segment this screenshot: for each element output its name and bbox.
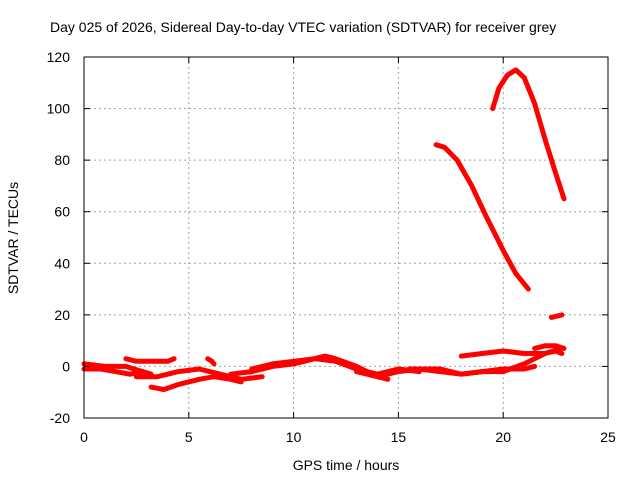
x-tick-label: 15 — [391, 429, 407, 445]
axis-ticks: 0 5 10 15 20 25 -20 0 20 40 60 80 100 120 — [47, 49, 616, 445]
y-tick-label: 80 — [54, 152, 70, 168]
x-tick-label: 10 — [286, 429, 302, 445]
series-satellite-track-1 — [81, 361, 154, 377]
series-satellite-track-12 — [532, 343, 567, 351]
y-axis-label: SDTVAR / TECUs — [5, 182, 21, 294]
chart-title: Day 025 of 2026, Sidereal Day-to-day VTE… — [50, 19, 556, 35]
y-tick-label: 60 — [54, 204, 70, 220]
series-satellite-track-2 — [81, 366, 146, 377]
y-tick-label: 0 — [62, 358, 70, 374]
x-axis-label: GPS time / hours — [293, 457, 400, 473]
y-tick-label: 100 — [47, 101, 71, 117]
series-satellite-track-15 — [548, 312, 565, 320]
y-tick-label: 120 — [47, 49, 71, 65]
series-satellite-track-10 — [406, 363, 538, 377]
x-tick-label: 0 — [80, 429, 88, 445]
series-satellite-track-13 — [433, 142, 531, 292]
series-satellite-track-14 — [490, 67, 567, 202]
y-tick-label: 40 — [54, 255, 70, 271]
series-satellite-track-11 — [458, 348, 565, 359]
y-tick-label: -20 — [50, 410, 70, 426]
series-satellite-track-4 — [148, 374, 244, 393]
plot-frame — [83, 56, 609, 419]
y-tick-label: 20 — [54, 307, 70, 323]
series-satellite-track-6 — [205, 356, 217, 367]
series-satellite-track-3 — [123, 356, 177, 364]
series-satellite-track-5 — [133, 366, 265, 382]
x-tick-label: 25 — [600, 429, 616, 445]
series-group — [81, 67, 567, 393]
x-tick-label: 5 — [185, 429, 193, 445]
x-tick-label: 20 — [495, 429, 511, 445]
